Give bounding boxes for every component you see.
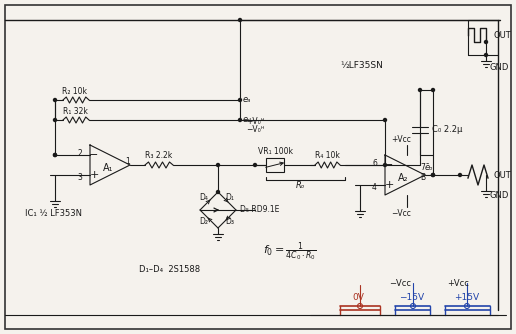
Circle shape (54, 119, 56, 122)
Text: 7: 7 (421, 163, 425, 171)
Text: 0V: 0V (352, 294, 364, 303)
Circle shape (54, 99, 56, 102)
Text: −: − (89, 150, 99, 160)
Text: 6: 6 (372, 159, 377, 167)
Text: D₃: D₃ (225, 217, 234, 226)
Bar (266, 158, 284, 172)
Circle shape (383, 164, 386, 167)
Text: A₁: A₁ (103, 163, 113, 173)
Circle shape (383, 119, 386, 122)
Text: A₂: A₂ (398, 173, 408, 183)
Circle shape (238, 99, 241, 102)
Circle shape (253, 164, 256, 167)
Text: +Vᴄᴄ: +Vᴄᴄ (447, 279, 469, 288)
Text: IC₁ ½ LF353N: IC₁ ½ LF353N (25, 208, 82, 217)
Text: −Vᴄᴄ: −Vᴄᴄ (391, 208, 411, 217)
Circle shape (238, 18, 241, 21)
Text: +: + (384, 180, 394, 190)
Text: C₀ 2.2μ: C₀ 2.2μ (432, 126, 462, 135)
Text: 2: 2 (77, 149, 82, 158)
Text: ẽₒ: ẽₒ (425, 163, 433, 171)
Text: GND: GND (490, 63, 509, 72)
Text: ½LF35SN: ½LF35SN (340, 60, 383, 69)
Text: 3: 3 (77, 172, 82, 181)
Circle shape (431, 89, 434, 92)
Text: +V₀ᴴ: +V₀ᴴ (246, 118, 264, 127)
Circle shape (217, 164, 219, 167)
Text: −15V: −15V (399, 294, 425, 303)
Circle shape (54, 154, 56, 157)
Text: −Vᴄᴄ: −Vᴄᴄ (389, 279, 411, 288)
Text: OUT: OUT (494, 30, 512, 39)
Text: D₁–D₄  2S1588: D₁–D₄ 2S1588 (139, 266, 201, 275)
Text: +Vᴄᴄ: +Vᴄᴄ (391, 136, 411, 145)
Text: $f_0 = \frac{1}{4C_0 \cdot R_0}$: $f_0 = \frac{1}{4C_0 \cdot R_0}$ (263, 240, 317, 264)
Text: R₁ 32k: R₁ 32k (62, 107, 87, 116)
Text: OUT: OUT (494, 170, 512, 179)
Text: +: + (89, 170, 99, 180)
Text: VR₁ 100k: VR₁ 100k (257, 148, 293, 157)
Text: D₂: D₂ (200, 217, 208, 226)
Text: +15V: +15V (455, 294, 479, 303)
Text: 4: 4 (372, 182, 377, 191)
Text: B: B (421, 172, 426, 181)
Circle shape (418, 89, 422, 92)
Circle shape (238, 119, 241, 122)
Text: Rₒ: Rₒ (295, 180, 304, 189)
Circle shape (54, 154, 56, 157)
Circle shape (431, 173, 434, 176)
Text: D₅ RD9.1E: D₅ RD9.1E (240, 205, 279, 214)
Text: R₃ 2.2k: R₃ 2.2k (146, 152, 173, 161)
Circle shape (485, 40, 488, 43)
Text: 1: 1 (125, 157, 131, 166)
Text: −: − (384, 160, 394, 170)
Text: D₄: D₄ (200, 193, 208, 202)
Circle shape (485, 53, 488, 56)
Circle shape (431, 173, 434, 176)
Text: D₁: D₁ (225, 193, 234, 202)
Circle shape (459, 173, 461, 176)
Circle shape (217, 190, 219, 193)
Text: R₄ 10k: R₄ 10k (315, 152, 340, 161)
Text: eᵣ: eᵣ (243, 116, 250, 125)
Text: R₂ 10k: R₂ 10k (62, 87, 88, 96)
Text: GND: GND (490, 190, 509, 199)
Text: −V₀ᴴ: −V₀ᴴ (246, 126, 264, 135)
Text: eₐ: eₐ (243, 96, 251, 105)
